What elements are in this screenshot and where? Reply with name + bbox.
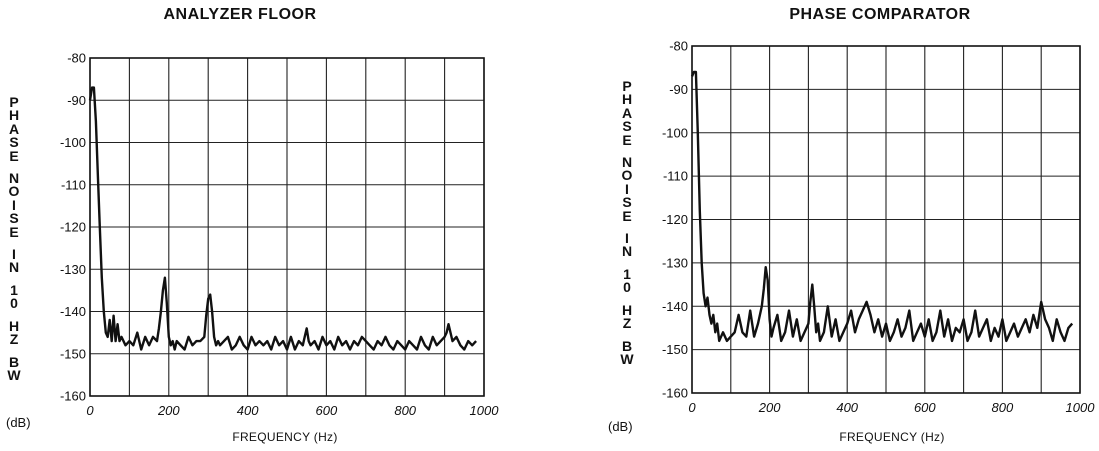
y-axis-label-letter: 0 <box>623 279 631 296</box>
series-line <box>88 86 477 351</box>
y-tick-label: -80 <box>669 39 688 54</box>
y-tick-label: -100 <box>60 135 86 150</box>
y-tick-label: -160 <box>60 389 86 404</box>
y-axis-label-letter: E <box>9 147 19 164</box>
x-tick-label: 1000 <box>470 403 500 418</box>
x-tick-label: 1000 <box>1066 400 1096 415</box>
y-axis-label-letter: I <box>12 196 16 213</box>
y-axis-label-letter: W <box>7 366 21 383</box>
x-tick-label: 0 <box>86 403 94 418</box>
y-axis-label-letter: O <box>621 167 633 184</box>
y-axis-label-letter: E <box>622 207 632 224</box>
plot-frame <box>89 57 485 397</box>
y-axis-label-letter: A <box>8 120 20 137</box>
y-axis-label-letter: W <box>620 350 634 367</box>
x-tick-label: 800 <box>992 400 1014 415</box>
y-tick-label: -110 <box>61 177 86 192</box>
y-axis-label-letter: E <box>622 131 632 148</box>
y-axis-label-letter: N <box>621 243 633 260</box>
x-tick-label: 600 <box>914 400 936 415</box>
y-axis-label-letter: N <box>621 154 633 171</box>
y-tick-label: -120 <box>60 220 86 235</box>
y-axis-label-letter: H <box>8 107 20 124</box>
y-axis-label-letter: H <box>621 301 633 318</box>
y-tick-label: -80 <box>67 51 86 66</box>
y-axis-label-letter: H <box>621 91 633 108</box>
grid <box>691 45 1081 394</box>
y-axis-label-letter: I <box>625 230 629 247</box>
y-axis-label-letter: S <box>622 118 632 135</box>
x-tick-label: 0 <box>688 400 696 415</box>
y-axis-unit: (dB) <box>6 415 31 430</box>
x-tick-label: 600 <box>316 403 338 418</box>
grid <box>89 57 485 397</box>
y-axis-label-letter: A <box>621 104 633 121</box>
plot-frame <box>691 45 1081 394</box>
y-axis-label-letter: B <box>621 337 633 354</box>
y-axis-label-letter: H <box>8 317 20 334</box>
x-tick-label: 800 <box>394 403 416 418</box>
y-tick-label: -150 <box>662 342 688 357</box>
y-axis-label-letter: N <box>8 259 20 276</box>
y-axis-label-letter: S <box>9 134 19 151</box>
y-axis-label-letter: Z <box>622 315 632 332</box>
y-tick-label: -90 <box>67 93 86 108</box>
y-axis-label-letter: S <box>9 210 19 227</box>
y-axis-label-letter: 1 <box>10 281 18 298</box>
y-tick-label: -120 <box>662 212 688 227</box>
y-tick-label: -160 <box>662 386 688 401</box>
y-axis-label-letter: 1 <box>623 265 631 282</box>
y-axis-label-letter: N <box>8 170 20 187</box>
y-tick-label: -100 <box>662 125 688 140</box>
y-axis-label-letter: I <box>12 246 16 263</box>
x-tick-label: 400 <box>237 403 259 418</box>
y-axis-label-letter: P <box>9 94 19 110</box>
y-axis-label-letter: B <box>8 353 20 370</box>
x-tick-label: 200 <box>758 400 781 415</box>
y-axis-label-letter: 0 <box>10 295 18 312</box>
chart-title: ANALYZER FLOOR <box>163 6 317 23</box>
y-tick-label: -130 <box>60 262 86 277</box>
y-tick-label: -140 <box>60 304 86 319</box>
chart-title: PHASE COMPARATOR <box>789 6 971 23</box>
y-axis-label-letter: O <box>8 183 20 200</box>
y-tick-label: -140 <box>662 299 688 314</box>
series-line <box>690 70 1074 343</box>
y-axis-label-letter: Z <box>9 331 19 348</box>
x-axis-label: FREQUENCY (Hz) <box>232 430 338 444</box>
y-axis-label-letter: S <box>622 194 632 211</box>
y-tick-label: -150 <box>60 346 86 361</box>
y-tick-label: -90 <box>669 82 688 97</box>
x-tick-label: 400 <box>836 400 858 415</box>
y-axis-unit: (dB) <box>608 419 633 434</box>
y-tick-label: -130 <box>662 255 688 270</box>
y-tick-label: -110 <box>663 169 688 184</box>
y-axis-label-letter: P <box>622 78 632 94</box>
x-axis-label: FREQUENCY (Hz) <box>839 430 945 444</box>
y-axis-label-letter: E <box>9 223 19 240</box>
x-tick-label: 200 <box>157 403 180 418</box>
y-axis-label-letter: I <box>625 180 629 197</box>
